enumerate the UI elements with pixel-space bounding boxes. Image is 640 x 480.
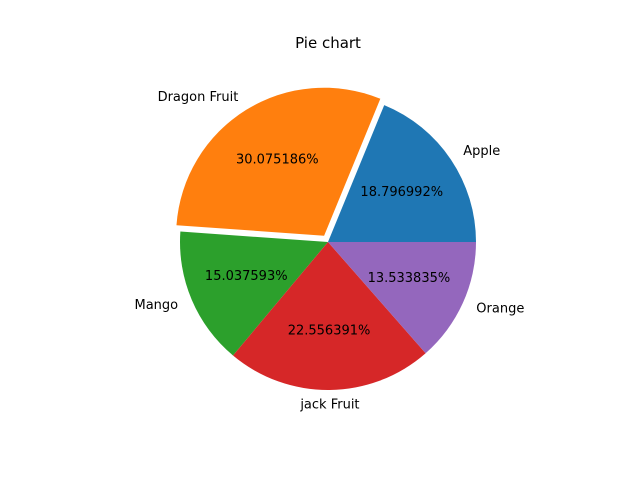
chart-title: Pie chart [295, 34, 361, 52]
pie-slice-dragon-fruit [176, 87, 381, 236]
slice-label-mango: Mango [135, 298, 179, 313]
slice-label-dragon-fruit: Dragon Fruit [158, 90, 239, 105]
slice-label-jack-fruit: jack Fruit [299, 397, 359, 412]
pie-slice-orange [328, 242, 476, 354]
pie-labels: Apple 18.796992% Dragon Fruit 30.075186% Man… [135, 90, 525, 412]
pie-slice-mango [180, 231, 328, 356]
pct-label-mango: 15.037593% [205, 269, 288, 284]
pie-slices [176, 87, 477, 390]
pct-label-orange: 13.533835% [368, 271, 451, 286]
pie-slice-jack-fruit [233, 242, 426, 390]
slice-label-orange: Orange [476, 302, 524, 317]
pct-label-apple: 18.796992% [360, 185, 443, 200]
slice-label-apple: Apple [463, 144, 500, 159]
pie-slice-apple [328, 105, 477, 242]
pct-label-dragon-fruit: 30.075186% [236, 153, 319, 168]
pct-label-jack-fruit: 22.556391% [288, 323, 371, 338]
